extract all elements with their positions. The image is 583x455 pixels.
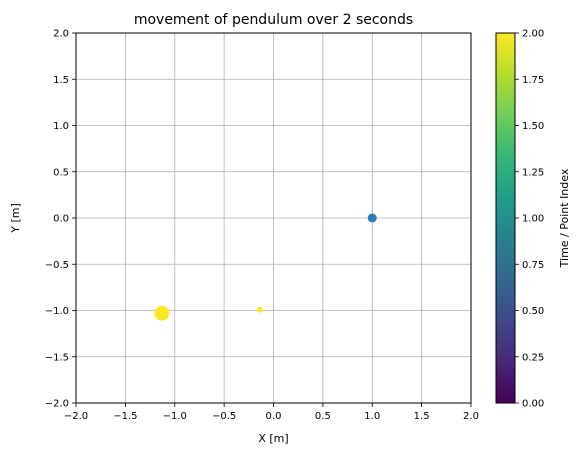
y-axis: −2.0 −1.5 −1.0 −0.5 0.0 0.5 1.0 1.5 2.0 bbox=[45, 29, 76, 410]
colorbar-tick-label-0: 0.00 bbox=[522, 399, 544, 410]
y-tick-label-3: −0.5 bbox=[45, 260, 69, 271]
x-tick-label-8: 2.0 bbox=[463, 411, 479, 422]
x-axis-label: X [m] bbox=[258, 432, 288, 445]
chart-title: movement of pendulum over 2 seconds bbox=[134, 12, 413, 28]
colorbar-tick-label-7: 1.75 bbox=[522, 75, 544, 86]
y-tick-label-4: 0.0 bbox=[53, 214, 69, 225]
colorbar-tick-label-8: 2.00 bbox=[522, 29, 544, 40]
data-point-1 bbox=[154, 305, 170, 321]
colorbar-ticks: 0.00 0.25 0.50 0.75 1.00 1.25 1.50 1.75 2.00 bbox=[515, 29, 544, 410]
data-point-2 bbox=[256, 306, 263, 313]
colorbar bbox=[495, 32, 516, 404]
x-tick-label-4: 0.0 bbox=[266, 411, 282, 422]
x-tick-label-1: −1.5 bbox=[113, 411, 137, 422]
colorbar-tick-label-5: 1.25 bbox=[522, 167, 544, 178]
y-tick-label-1: −1.5 bbox=[45, 352, 69, 363]
x-tick-label-2: −1.0 bbox=[163, 411, 187, 422]
x-tick-label-6: 1.0 bbox=[364, 411, 380, 422]
y-tick-label-2: −1.0 bbox=[45, 306, 69, 317]
x-tick-label-3: −0.5 bbox=[212, 411, 236, 422]
y-tick-label-8: 2.0 bbox=[53, 29, 69, 40]
x-axis: −2.0 −1.5 −1.0 −0.5 0.0 0.5 1.0 1.5 2.0 bbox=[64, 403, 479, 422]
colorbar-label: Time / Point Index bbox=[558, 168, 571, 268]
colorbar-tick-label-1: 0.25 bbox=[522, 352, 544, 363]
y-tick-label-7: 1.5 bbox=[53, 75, 69, 86]
y-tick-label-0: −2.0 bbox=[45, 399, 69, 410]
data-points bbox=[154, 213, 377, 321]
x-tick-label-5: 0.5 bbox=[315, 411, 331, 422]
x-tick-label-7: 1.5 bbox=[414, 411, 430, 422]
grid-lines bbox=[75, 32, 472, 404]
colorbar-tick-label-4: 1.00 bbox=[522, 214, 544, 225]
data-point-0 bbox=[367, 213, 377, 223]
colorbar-tick-label-2: 0.50 bbox=[522, 306, 544, 317]
colorbar-tick-label-3: 0.75 bbox=[522, 260, 544, 271]
x-tick-label-0: −2.0 bbox=[64, 411, 88, 422]
colorbar-tick-label-6: 1.50 bbox=[522, 121, 544, 132]
y-tick-label-5: 0.5 bbox=[53, 167, 69, 178]
y-axis-label: Y [m] bbox=[9, 203, 22, 234]
y-tick-label-6: 1.0 bbox=[53, 121, 69, 132]
